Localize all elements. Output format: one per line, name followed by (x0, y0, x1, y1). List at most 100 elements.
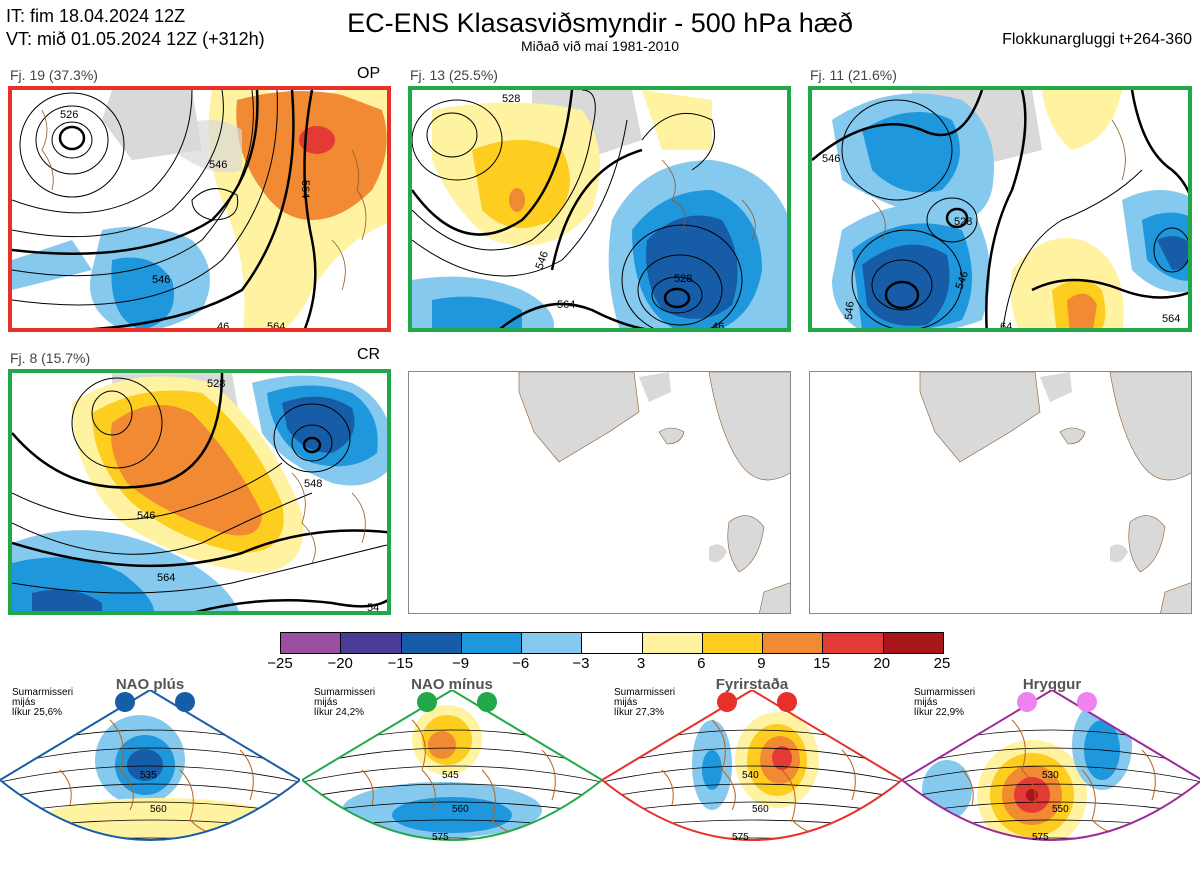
height-contour (302, 765, 602, 783)
contour-label: 550 (1052, 804, 1069, 815)
colorbar-segment (701, 633, 763, 653)
contour-label: 575 (432, 832, 449, 843)
colorbar-segment (581, 633, 642, 653)
colorbar-tick-label: 25 (933, 655, 951, 672)
regime-title: Hryggur (1022, 676, 1082, 693)
anomaly-shading (1026, 789, 1038, 801)
colorbar-tick-label: −15 (387, 655, 414, 672)
contour-label: 575 (1032, 832, 1049, 843)
colorbar-tick-label: 6 (697, 655, 706, 672)
height-contour (902, 856, 1200, 862)
anomaly-shading (1011, 853, 1043, 867)
contour-label: 546 (534, 250, 552, 271)
height-contour (302, 837, 602, 840)
regime-marker-dot (115, 692, 135, 712)
regime-marker-dot (417, 692, 437, 712)
anomaly-shading (428, 731, 456, 759)
coastline (59, 719, 254, 834)
contour-label: 528 (674, 273, 692, 285)
anomaly-shading (702, 750, 722, 790)
cluster-1-tag: OP (357, 65, 381, 82)
height-contour (0, 747, 300, 767)
regime-sector-border (602, 690, 902, 841)
contour-label: 564 (267, 321, 285, 332)
height-contour (602, 765, 902, 783)
anomaly-shading (772, 746, 792, 770)
colorbar-segment (460, 633, 522, 653)
colorbar-segment (641, 633, 702, 653)
regime-marker-dot (777, 692, 797, 712)
colorbar (280, 632, 944, 654)
cluster-4-tag: CR (357, 346, 381, 363)
contour-label: 546 (152, 274, 170, 286)
contour-label: 546 (954, 270, 972, 291)
contour-label: 548 (304, 478, 322, 490)
contour-label: 46 (217, 321, 229, 332)
height-contour (0, 837, 300, 840)
contour-label: 546 (822, 153, 840, 165)
regime-map: 535 560 (0, 690, 300, 862)
cluster-3-label: Fj. 11 (21.6%) (810, 67, 897, 83)
height-contour (602, 747, 902, 767)
colorbar-tick-label: 20 (873, 655, 891, 672)
anomaly-shading (127, 749, 163, 781)
colorbar-tick-label: −20 (327, 655, 353, 672)
contour-label: 530 (1042, 770, 1059, 781)
regime-note: Sumarmisseri mijás líkur 25,6% (12, 687, 74, 718)
header-info: IT: fim 18.04.2024 12Z VT: mið 01.05.202… (6, 5, 265, 51)
cluster-1-label: Fj. 19 (37.3%) (10, 67, 98, 83)
regime-note: Sumarmisseri mijás líkur 22,9% (914, 687, 976, 718)
empty-map-1 (408, 371, 791, 614)
colorbar-tick-label: −9 (451, 655, 470, 672)
regime-marker-dot (175, 692, 195, 712)
regime-map: 530 550 575 (902, 690, 1200, 867)
contour-label: 564 (299, 180, 311, 198)
valid-time: VT: mið 01.05.2024 12Z (+312h) (6, 29, 265, 49)
colorbar-segment (400, 633, 461, 653)
page-subtitle: Miðað við maí 1981-2010 (521, 38, 679, 54)
classification-window: Flokkunargluggi t+264-360 (1002, 31, 1192, 48)
colorbar-tick-label: −25 (267, 655, 293, 672)
contour-label: 545 (442, 770, 459, 781)
contour-label: 528 (502, 93, 520, 105)
regime-sector-border (0, 690, 300, 841)
contour-label: 528 (954, 216, 972, 228)
colorbar-segment (281, 633, 341, 653)
regime-sector-border (902, 690, 1200, 841)
contour-label: 560 (150, 804, 167, 815)
contour-label: 528 (207, 378, 225, 390)
cluster-2-map: 528 546 564 528 46 (408, 86, 791, 332)
height-contour (0, 856, 300, 862)
cluster-3-map: 546 528 546 546 564 64 (808, 86, 1192, 332)
height-contour (602, 783, 902, 799)
contour-label: 546 (209, 159, 227, 171)
regime-map: 545 560 575 (302, 690, 602, 862)
regime-sector-border (302, 690, 602, 841)
contour-label: 54 (367, 602, 379, 614)
regime-title: NAO mínus (411, 676, 493, 693)
contour-label: 575 (732, 832, 749, 843)
height-contour (302, 783, 602, 799)
regime-map: 540 560 575 (602, 690, 902, 843)
regime-marker-dot (1077, 692, 1097, 712)
height-contour (0, 765, 300, 783)
height-contour (302, 856, 602, 862)
page-title: EC-ENS Klasasviðsmyndir - 500 hPa hæð (347, 8, 853, 38)
colorbar-segment (521, 633, 582, 653)
contour-label: 535 (140, 770, 157, 781)
regime-title: NAO plús (115, 676, 185, 693)
colorbar-segment (822, 633, 883, 653)
contour-label: 564 (557, 299, 575, 311)
coastline (361, 719, 556, 834)
regime-note: Sumarmisseri mijás líkur 27,3% (614, 687, 676, 718)
empty-map-2 (809, 371, 1192, 614)
height-contour (902, 783, 1200, 799)
cluster-1-map: 526 546 564 546 46 564 (8, 86, 391, 332)
colorbar-tick-label: 9 (757, 655, 766, 672)
colorbar-labels: −25 −20 −15 −9 −6 −3 3 6 9 15 20 25 (260, 655, 962, 675)
contour-label: 560 (752, 804, 769, 815)
regime-title: Fyrirstaða (715, 676, 789, 693)
colorbar-tick-label: 15 (813, 655, 830, 672)
regime-marker-dot (1017, 692, 1037, 712)
contour-label: 546 (137, 510, 155, 522)
